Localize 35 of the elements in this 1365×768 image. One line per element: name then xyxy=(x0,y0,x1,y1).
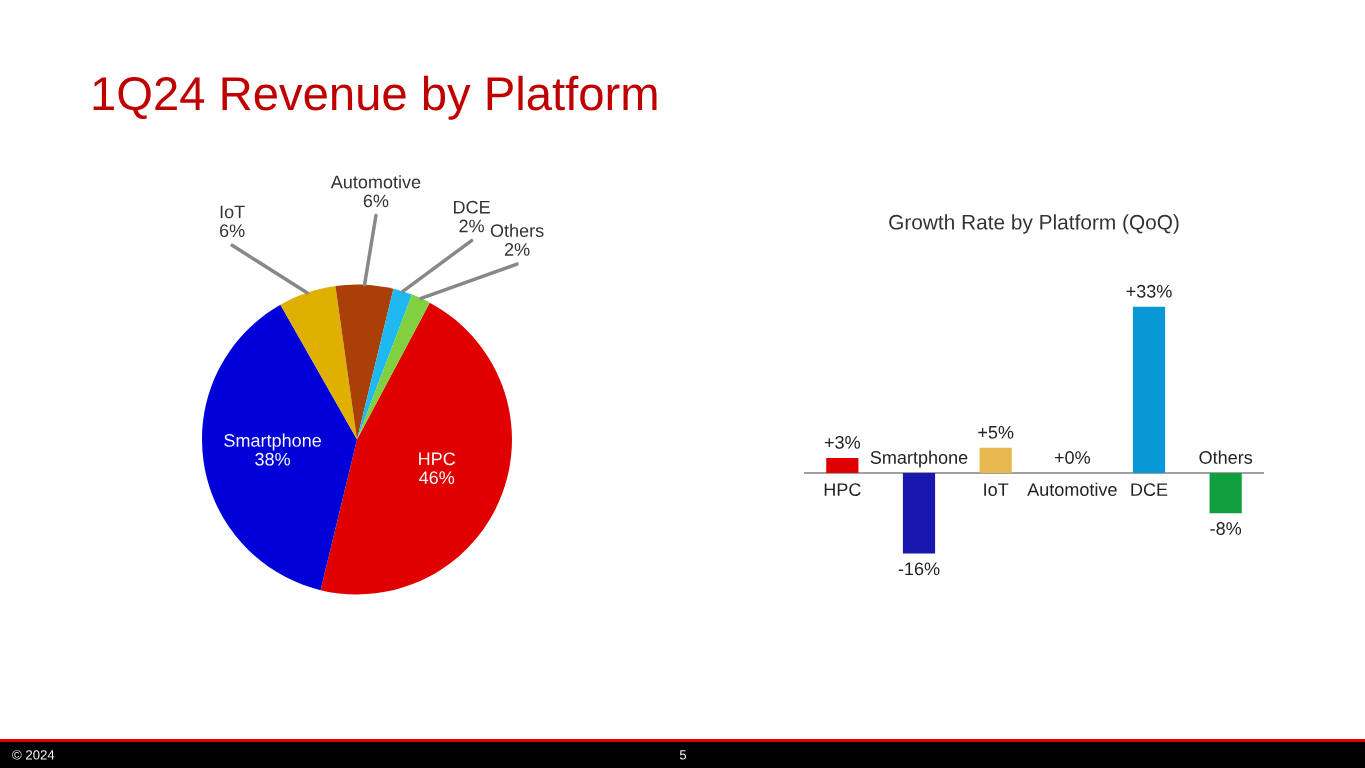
x-tick-label: HPC xyxy=(824,483,861,496)
x-tick-label: IoT xyxy=(984,483,1009,496)
data-label: +3% xyxy=(824,435,861,449)
bar xyxy=(979,447,1012,474)
bar xyxy=(1132,306,1166,474)
text: © 2024 xyxy=(12,750,55,760)
data-label: +5% xyxy=(978,425,1014,439)
data-label: 46% xyxy=(419,471,455,485)
pie-slice xyxy=(320,302,512,595)
data-label: 6% xyxy=(363,194,389,208)
data-label: -16% xyxy=(898,562,940,576)
x-tick-label: Automotive xyxy=(1027,482,1117,496)
pie-slice xyxy=(357,288,413,440)
data-label: 38% xyxy=(255,452,291,466)
data-label: +0% xyxy=(1054,451,1091,464)
data-label: 2% xyxy=(504,243,530,256)
bar xyxy=(902,473,936,554)
data-label: +33% xyxy=(1126,284,1172,298)
bar xyxy=(826,457,859,474)
data-label: -8% xyxy=(1210,522,1242,535)
chart-title: Growth Rate by Platform (QoQ) xyxy=(889,214,1179,234)
slice-label: IoT xyxy=(220,205,245,219)
x-tick-label: DCE xyxy=(1131,483,1168,496)
pie-slice xyxy=(357,294,430,440)
pie-slice xyxy=(335,284,394,440)
data-label: 2% xyxy=(459,219,484,233)
slice-label: Others xyxy=(490,223,544,238)
data-label: 6% xyxy=(219,224,245,238)
slice-label: Automotive xyxy=(330,175,421,189)
chart-title: 1Q24 Revenue by Platform xyxy=(93,75,657,120)
bar xyxy=(1209,473,1242,514)
text: 5 xyxy=(679,750,687,760)
slice-label: Smartphone xyxy=(224,433,321,451)
pie-slice xyxy=(202,304,357,591)
slice-label: DCE xyxy=(454,200,490,214)
